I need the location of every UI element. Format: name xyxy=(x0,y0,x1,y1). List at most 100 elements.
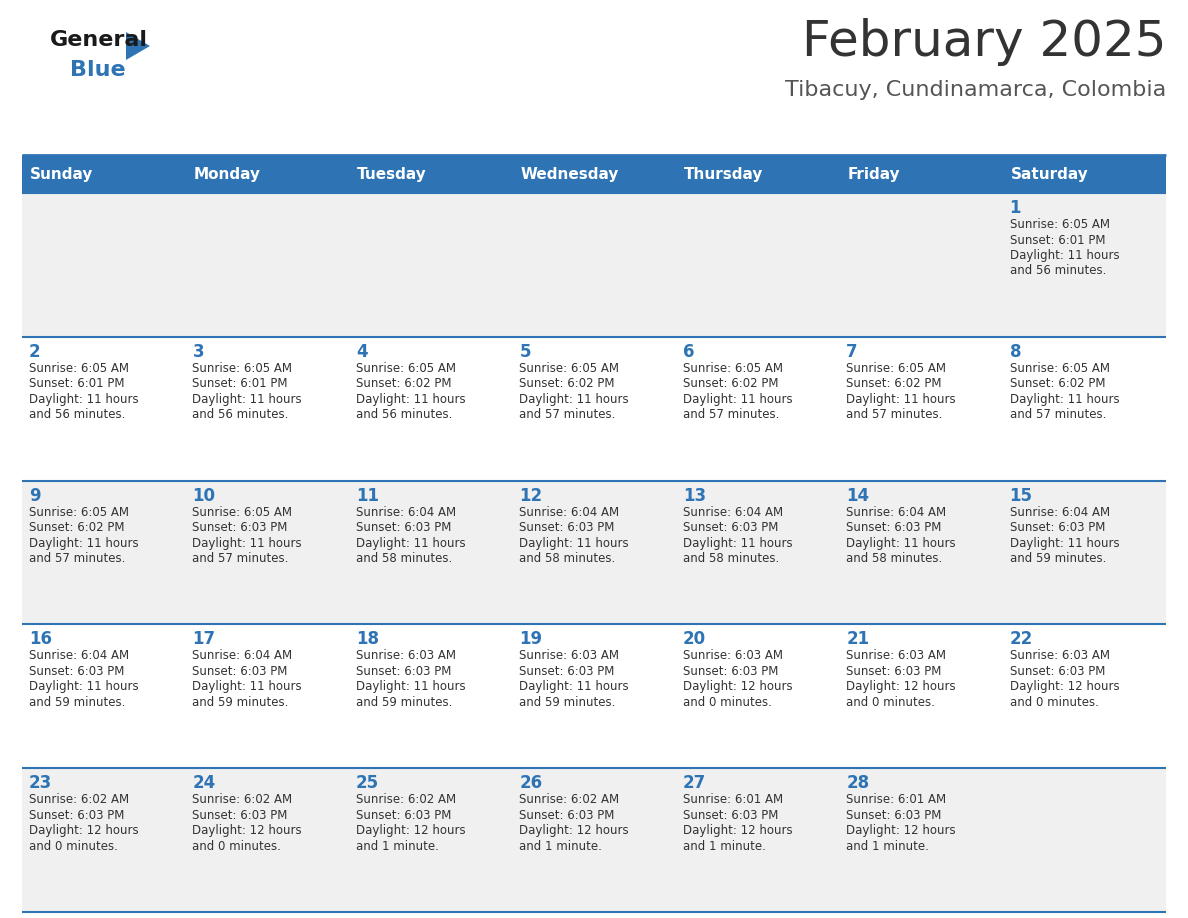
Text: Daylight: 11 hours: Daylight: 11 hours xyxy=(683,537,792,550)
Text: Sunset: 6:03 PM: Sunset: 6:03 PM xyxy=(519,521,614,534)
Text: Tibacuy, Cundinamarca, Colombia: Tibacuy, Cundinamarca, Colombia xyxy=(785,80,1165,100)
Text: and 1 minute.: and 1 minute. xyxy=(683,840,765,853)
Bar xyxy=(349,193,512,337)
Text: and 59 minutes.: and 59 minutes. xyxy=(356,696,453,709)
Text: and 59 minutes.: and 59 minutes. xyxy=(519,696,615,709)
Polygon shape xyxy=(126,32,150,60)
Bar xyxy=(512,193,676,337)
Text: Sunrise: 6:05 AM: Sunrise: 6:05 AM xyxy=(192,506,292,519)
Text: February 2025: February 2025 xyxy=(802,18,1165,66)
Text: 26: 26 xyxy=(519,774,543,792)
Text: 24: 24 xyxy=(192,774,216,792)
Text: Sunset: 6:03 PM: Sunset: 6:03 PM xyxy=(683,809,778,822)
Text: Sunset: 6:03 PM: Sunset: 6:03 PM xyxy=(683,665,778,677)
Bar xyxy=(349,624,512,768)
Text: 14: 14 xyxy=(846,487,870,505)
Text: Sunrise: 6:05 AM: Sunrise: 6:05 AM xyxy=(846,362,946,375)
Text: Saturday: Saturday xyxy=(1011,166,1088,182)
Text: 16: 16 xyxy=(29,631,52,648)
Text: 10: 10 xyxy=(192,487,215,505)
Text: Sunrise: 6:03 AM: Sunrise: 6:03 AM xyxy=(356,649,456,663)
Bar xyxy=(349,481,512,624)
Text: Daylight: 11 hours: Daylight: 11 hours xyxy=(192,680,302,693)
Bar xyxy=(676,337,839,481)
Text: 3: 3 xyxy=(192,342,204,361)
Text: 19: 19 xyxy=(519,631,543,648)
Text: Daylight: 11 hours: Daylight: 11 hours xyxy=(1010,249,1119,262)
Text: 4: 4 xyxy=(356,342,367,361)
Bar xyxy=(23,193,185,337)
Bar xyxy=(1003,337,1165,481)
Bar xyxy=(185,481,349,624)
Text: Sunset: 6:02 PM: Sunset: 6:02 PM xyxy=(846,377,942,390)
Text: Daylight: 11 hours: Daylight: 11 hours xyxy=(846,393,956,406)
Text: Sunset: 6:03 PM: Sunset: 6:03 PM xyxy=(356,809,451,822)
Text: and 56 minutes.: and 56 minutes. xyxy=(29,409,126,421)
Text: Sunrise: 6:03 AM: Sunrise: 6:03 AM xyxy=(519,649,619,663)
Text: and 0 minutes.: and 0 minutes. xyxy=(846,696,935,709)
Text: and 0 minutes.: and 0 minutes. xyxy=(1010,696,1099,709)
Text: Sunrise: 6:05 AM: Sunrise: 6:05 AM xyxy=(29,506,129,519)
Text: Wednesday: Wednesday xyxy=(520,166,619,182)
Text: Sunset: 6:02 PM: Sunset: 6:02 PM xyxy=(356,377,451,390)
Bar xyxy=(676,768,839,912)
Bar xyxy=(512,481,676,624)
Text: Daylight: 12 hours: Daylight: 12 hours xyxy=(846,680,956,693)
Text: Sunrise: 6:02 AM: Sunrise: 6:02 AM xyxy=(192,793,292,806)
Text: and 57 minutes.: and 57 minutes. xyxy=(29,552,126,565)
Text: 1: 1 xyxy=(1010,199,1020,217)
Text: and 1 minute.: and 1 minute. xyxy=(846,840,929,853)
Bar xyxy=(1003,768,1165,912)
Text: Sunset: 6:03 PM: Sunset: 6:03 PM xyxy=(1010,665,1105,677)
Text: Daylight: 12 hours: Daylight: 12 hours xyxy=(846,824,956,837)
Bar xyxy=(349,155,512,193)
Bar xyxy=(185,155,349,193)
Bar xyxy=(676,624,839,768)
Text: Sunset: 6:01 PM: Sunset: 6:01 PM xyxy=(1010,233,1105,247)
Text: Sunset: 6:03 PM: Sunset: 6:03 PM xyxy=(192,665,287,677)
Text: Daylight: 11 hours: Daylight: 11 hours xyxy=(1010,537,1119,550)
Text: 23: 23 xyxy=(29,774,52,792)
Text: Sunrise: 6:05 AM: Sunrise: 6:05 AM xyxy=(1010,218,1110,231)
Text: Sunrise: 6:05 AM: Sunrise: 6:05 AM xyxy=(1010,362,1110,375)
Text: Sunrise: 6:02 AM: Sunrise: 6:02 AM xyxy=(519,793,619,806)
Text: Sunrise: 6:03 AM: Sunrise: 6:03 AM xyxy=(846,649,946,663)
Bar xyxy=(839,337,1003,481)
Text: Daylight: 12 hours: Daylight: 12 hours xyxy=(519,824,628,837)
Text: Daylight: 12 hours: Daylight: 12 hours xyxy=(29,824,139,837)
Text: Sunset: 6:03 PM: Sunset: 6:03 PM xyxy=(519,665,614,677)
Bar xyxy=(185,193,349,337)
Text: Daylight: 12 hours: Daylight: 12 hours xyxy=(683,680,792,693)
Text: Sunset: 6:03 PM: Sunset: 6:03 PM xyxy=(846,665,942,677)
Text: 12: 12 xyxy=(519,487,543,505)
Text: and 59 minutes.: and 59 minutes. xyxy=(1010,552,1106,565)
Text: and 0 minutes.: and 0 minutes. xyxy=(192,840,282,853)
Text: Daylight: 11 hours: Daylight: 11 hours xyxy=(846,537,956,550)
Text: Sunset: 6:03 PM: Sunset: 6:03 PM xyxy=(683,521,778,534)
Text: 6: 6 xyxy=(683,342,694,361)
Bar xyxy=(839,624,1003,768)
Text: 22: 22 xyxy=(1010,631,1032,648)
Text: Sunset: 6:03 PM: Sunset: 6:03 PM xyxy=(846,521,942,534)
Text: Sunrise: 6:04 AM: Sunrise: 6:04 AM xyxy=(519,506,619,519)
Text: 25: 25 xyxy=(356,774,379,792)
Text: Sunrise: 6:04 AM: Sunrise: 6:04 AM xyxy=(29,649,129,663)
Text: Sunrise: 6:02 AM: Sunrise: 6:02 AM xyxy=(356,793,456,806)
Text: Sunrise: 6:04 AM: Sunrise: 6:04 AM xyxy=(683,506,783,519)
Text: Sunset: 6:02 PM: Sunset: 6:02 PM xyxy=(29,521,125,534)
Text: Daylight: 11 hours: Daylight: 11 hours xyxy=(356,680,466,693)
Bar xyxy=(1003,193,1165,337)
Bar xyxy=(349,768,512,912)
Text: 9: 9 xyxy=(29,487,40,505)
Bar xyxy=(512,768,676,912)
Text: Sunset: 6:02 PM: Sunset: 6:02 PM xyxy=(519,377,614,390)
Text: Sunset: 6:02 PM: Sunset: 6:02 PM xyxy=(1010,377,1105,390)
Text: Daylight: 12 hours: Daylight: 12 hours xyxy=(192,824,302,837)
Text: Daylight: 11 hours: Daylight: 11 hours xyxy=(29,393,139,406)
Bar xyxy=(839,155,1003,193)
Text: Sunday: Sunday xyxy=(30,166,94,182)
Bar xyxy=(349,337,512,481)
Text: and 58 minutes.: and 58 minutes. xyxy=(519,552,615,565)
Text: Sunset: 6:03 PM: Sunset: 6:03 PM xyxy=(192,809,287,822)
Text: Daylight: 11 hours: Daylight: 11 hours xyxy=(192,537,302,550)
